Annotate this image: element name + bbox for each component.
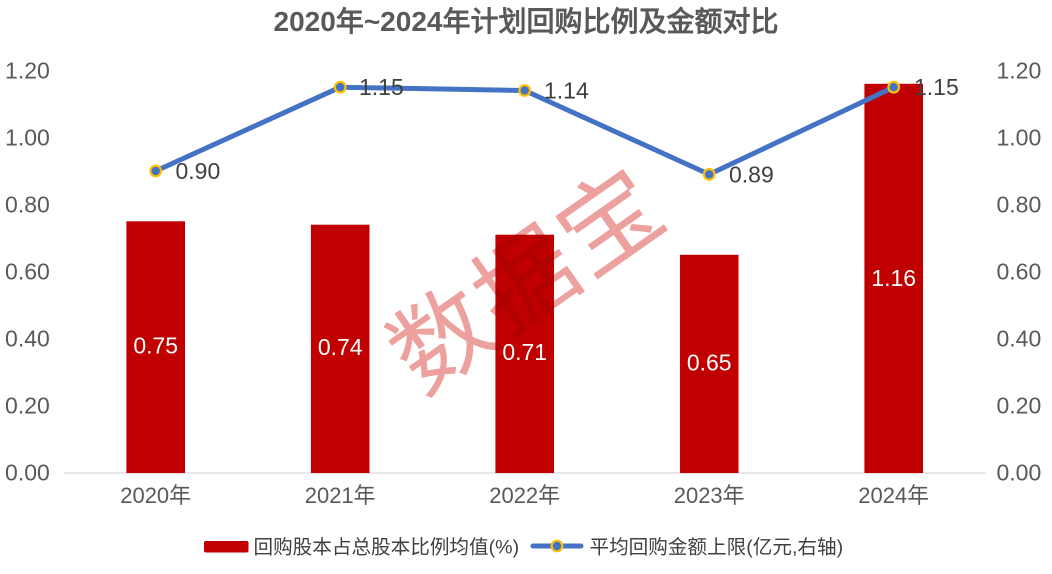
- svg-text:0.80: 0.80: [997, 192, 1042, 218]
- svg-text:1.15: 1.15: [359, 74, 404, 100]
- svg-text:1.20: 1.20: [997, 57, 1042, 83]
- svg-text:0.74: 0.74: [318, 334, 363, 360]
- svg-text:1.16: 1.16: [871, 265, 916, 291]
- svg-text:1.14: 1.14: [544, 77, 589, 103]
- svg-text:2023年: 2023年: [674, 483, 745, 508]
- svg-text:2024年: 2024年: [858, 483, 929, 508]
- svg-text:0.71: 0.71: [502, 339, 547, 365]
- svg-text:0.00: 0.00: [5, 460, 50, 486]
- svg-text:0.20: 0.20: [997, 393, 1042, 419]
- svg-text:回购股本占总股本比例均值(%): 回购股本占总股本比例均值(%): [254, 537, 520, 559]
- svg-text:0.75: 0.75: [133, 333, 178, 359]
- svg-text:0.00: 0.00: [997, 460, 1042, 486]
- svg-text:1.00: 1.00: [997, 124, 1042, 150]
- svg-text:1.20: 1.20: [5, 57, 50, 83]
- svg-text:0.20: 0.20: [5, 393, 50, 419]
- svg-text:0.90: 0.90: [176, 158, 221, 184]
- svg-text:0.65: 0.65: [687, 349, 732, 375]
- svg-text:0.60: 0.60: [997, 259, 1042, 285]
- svg-text:1.15: 1.15: [914, 74, 959, 100]
- svg-text:2022年: 2022年: [489, 483, 560, 508]
- svg-text:2020年: 2020年: [120, 483, 191, 508]
- svg-text:平均回购金额上限(亿元,右轴): 平均回购金额上限(亿元,右轴): [590, 537, 844, 559]
- svg-text:0.89: 0.89: [729, 161, 774, 187]
- svg-text:2021年: 2021年: [305, 483, 376, 508]
- svg-text:2020年~2024年计划回购比例及金额对比: 2020年~2024年计划回购比例及金额对比: [274, 5, 779, 37]
- svg-text:0.40: 0.40: [5, 326, 50, 352]
- svg-text:0.40: 0.40: [997, 326, 1042, 352]
- svg-text:0.60: 0.60: [5, 259, 50, 285]
- svg-text:1.00: 1.00: [5, 124, 50, 150]
- svg-text:0.80: 0.80: [5, 192, 50, 218]
